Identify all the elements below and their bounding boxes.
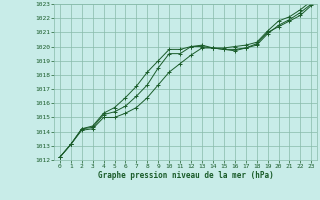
X-axis label: Graphe pression niveau de la mer (hPa): Graphe pression niveau de la mer (hPa) xyxy=(98,171,274,180)
